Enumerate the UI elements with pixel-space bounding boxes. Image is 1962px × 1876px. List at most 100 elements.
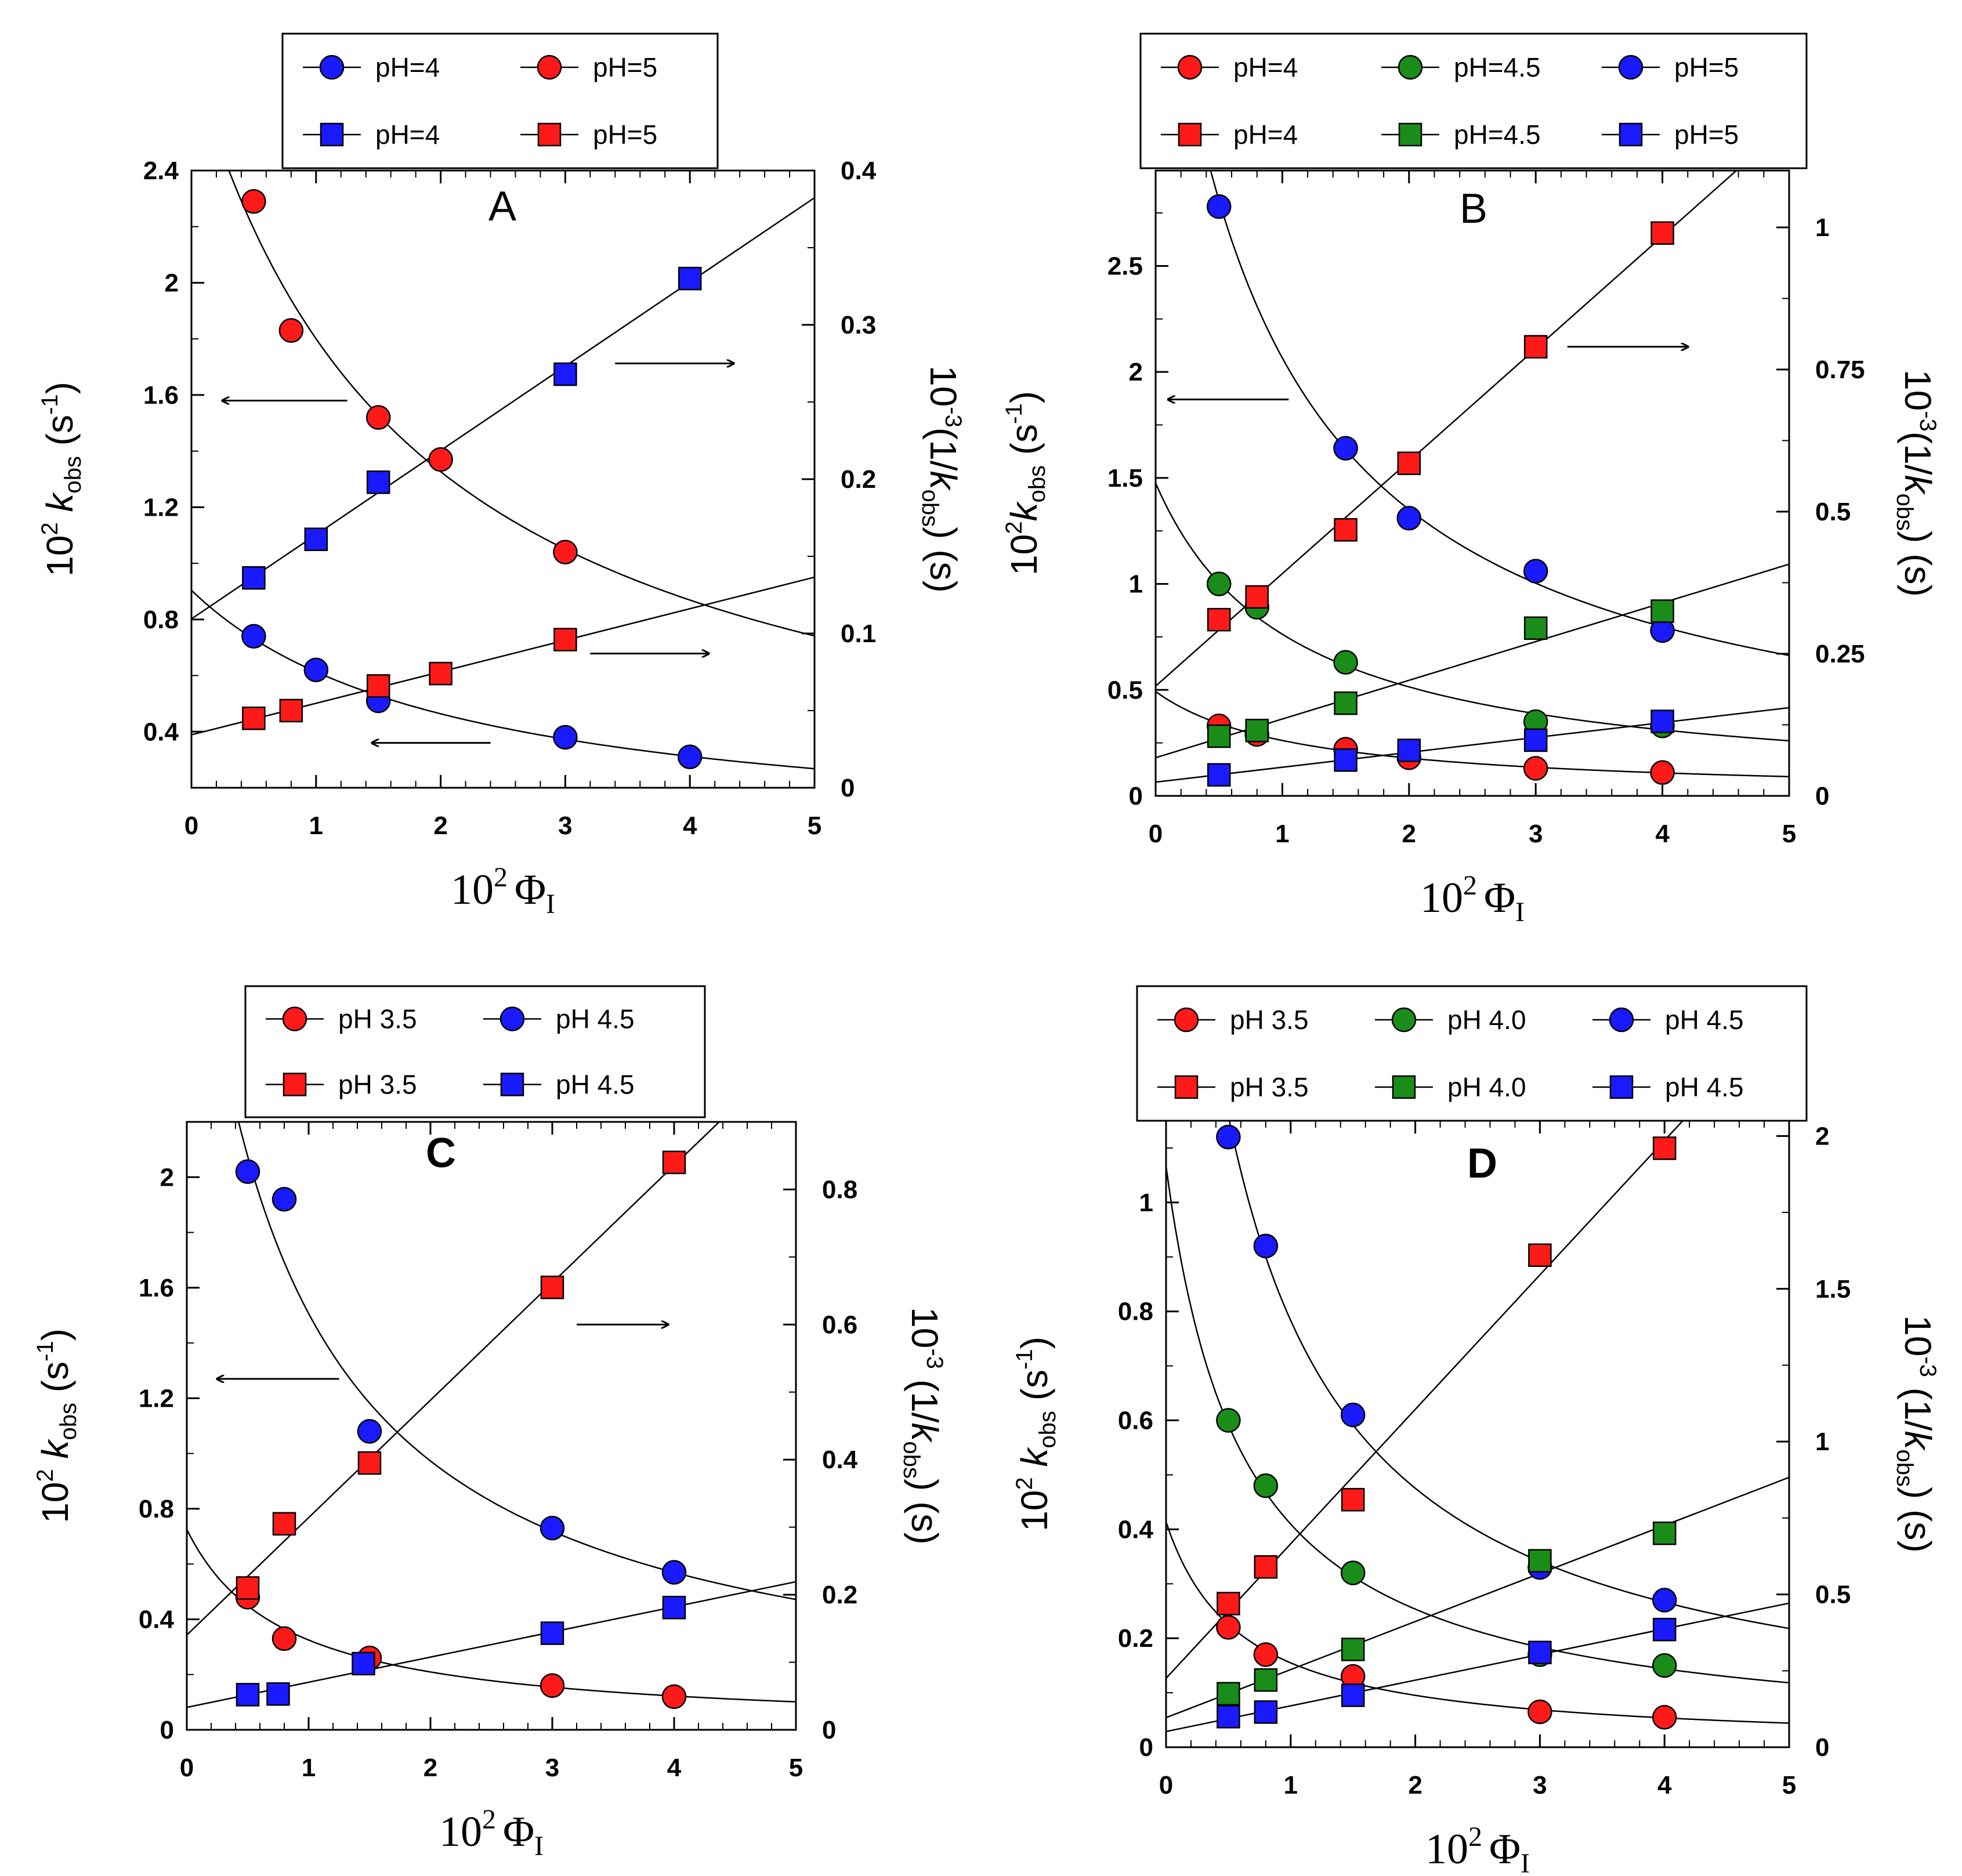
legend-label: pH 4.5 xyxy=(1665,1005,1744,1035)
y-left-tick-label: 0.4 xyxy=(143,718,179,746)
y-left-tick-label: 0.4 xyxy=(1118,1515,1154,1544)
y-left-label-part: -1 xyxy=(1012,1349,1037,1370)
data-point-circle xyxy=(1652,1588,1677,1613)
legend-marker-circle xyxy=(282,1006,307,1031)
legend-marker-circle xyxy=(499,1006,525,1031)
y-left-label-part: 2 xyxy=(32,1469,58,1482)
legend-label: pH=5 xyxy=(1674,52,1739,82)
data-point-square xyxy=(304,527,328,551)
y-left-label-part: ) xyxy=(1013,1337,1055,1349)
y-right-tick-label: 1.5 xyxy=(1815,1275,1851,1303)
data-point-circle xyxy=(357,1419,382,1444)
y-right-label-part: 10 xyxy=(1897,370,1939,411)
data-point-square xyxy=(1528,1549,1552,1573)
legend-marker-circle xyxy=(319,55,345,80)
legend-marker-circle xyxy=(1618,55,1644,80)
y-left-tick-label: 0.8 xyxy=(143,606,179,634)
data-point-square xyxy=(1334,518,1358,542)
data-point-square xyxy=(272,1512,296,1536)
data-point-square xyxy=(429,661,453,686)
data-point-square xyxy=(279,698,303,723)
legend-marker-square xyxy=(1174,1075,1199,1099)
data-point-circle xyxy=(1652,1705,1677,1730)
data-point-circle xyxy=(303,657,329,683)
legend-marker-square xyxy=(320,122,344,147)
legend-label: pH=4 xyxy=(1233,52,1298,82)
y-right-axis-label: 10-3 (1/kobs) (s) xyxy=(1892,1315,1941,1552)
data-point-square xyxy=(236,1576,260,1600)
y-left-label-part: 2 xyxy=(1012,1477,1037,1490)
legend-box xyxy=(1139,32,1808,169)
data-point-circle xyxy=(1253,1642,1279,1667)
y-right-label-part: (1/ xyxy=(1897,432,1939,475)
y-right-tick-label: 0 xyxy=(841,774,855,802)
data-point-square xyxy=(1652,1136,1677,1160)
legend-marker-square xyxy=(1398,122,1422,147)
y-right-tick-label: 0.8 xyxy=(822,1175,857,1204)
y-left-label-part: 10 xyxy=(1003,534,1045,575)
y-left-tick-label: 0 xyxy=(1129,782,1143,810)
y-right-tick-label: 1 xyxy=(1815,213,1829,242)
x-tick-label: 3 xyxy=(558,812,572,840)
data-point-circle xyxy=(235,1159,260,1184)
data-point-circle xyxy=(1396,506,1422,531)
y-left-label-part: 10 xyxy=(34,1482,76,1523)
data-point-square xyxy=(1245,719,1269,743)
fit-curve-pH4.5-circle xyxy=(238,1122,796,1600)
data-point-circle xyxy=(1206,571,1232,596)
data-point-square xyxy=(1652,1521,1677,1545)
y-right-tick-label: 0 xyxy=(1815,782,1829,810)
x-tick-label: 2 xyxy=(423,1754,437,1782)
data-point-circle xyxy=(1527,1699,1552,1725)
fit-curve-pH4.5-circle xyxy=(1156,483,1789,742)
fit-curve-pH4.0-circle xyxy=(1166,1166,1789,1684)
legend-box xyxy=(281,32,719,169)
y-right-label-part: 10 xyxy=(904,1307,946,1348)
fit-curve-pH4.5-circle xyxy=(1228,1121,1789,1629)
y-left-tick-label: 2 xyxy=(160,1163,174,1191)
legend-label: pH 3.5 xyxy=(1230,1005,1309,1035)
data-point-square xyxy=(1397,738,1421,762)
x-axis-label-base: 10 xyxy=(451,866,494,914)
y-left-tick-label: 0.8 xyxy=(1118,1298,1153,1326)
data-point-circle xyxy=(1253,1473,1279,1498)
fit-curve-pH3.5-square xyxy=(187,1122,721,1636)
y-right-label-part: ) (s) xyxy=(922,527,964,593)
legend-label: pH=4 xyxy=(1233,119,1298,150)
data-point-square xyxy=(236,1683,260,1707)
legend-box xyxy=(1136,985,1808,1122)
y-left-tick-label: 1.6 xyxy=(143,381,179,410)
legend-label: pH=4.5 xyxy=(1454,119,1541,150)
fit-curve-pH5-square xyxy=(1156,707,1789,783)
y-right-label-part: obs xyxy=(1892,494,1917,531)
fit-curve-pH5-circle xyxy=(228,171,815,637)
y-right-tick-label: 0.75 xyxy=(1815,356,1865,384)
x-tick-label: 4 xyxy=(683,812,697,840)
data-point-square xyxy=(678,266,702,291)
legend-label: pH=4.5 xyxy=(1454,52,1541,82)
data-point-square xyxy=(1341,1683,1365,1707)
y-left-label-part: (s xyxy=(39,415,81,456)
y-left-label-part: 10 xyxy=(39,535,81,577)
data-point-circle xyxy=(1253,1233,1279,1259)
y-left-label-part: k xyxy=(34,1439,76,1469)
data-point-square xyxy=(1245,585,1269,609)
x-axis-label-sub: I xyxy=(1515,897,1525,928)
y-left-label-part: 10 xyxy=(1013,1490,1055,1531)
data-point-circle xyxy=(540,1673,565,1698)
legend-marker-square xyxy=(283,1073,307,1096)
fit-curve-pH3.5-circle xyxy=(187,1529,796,1703)
data-point-square xyxy=(1523,616,1548,640)
y-right-tick-label: 0.6 xyxy=(822,1310,857,1339)
y-left-label-part: obs xyxy=(1035,1411,1060,1448)
data-point-circle xyxy=(272,1626,297,1652)
data-point-square xyxy=(1254,1668,1278,1692)
data-point-square xyxy=(1254,1700,1278,1724)
x-tick-label: 1 xyxy=(1284,1771,1298,1799)
data-point-square xyxy=(1652,1617,1677,1642)
y-left-axis-label: 102 kobs (s-1) xyxy=(32,1328,81,1523)
legend: pH=4 pH=5 pH=4 pH=5 xyxy=(281,32,719,169)
data-point-circle xyxy=(661,1684,687,1710)
